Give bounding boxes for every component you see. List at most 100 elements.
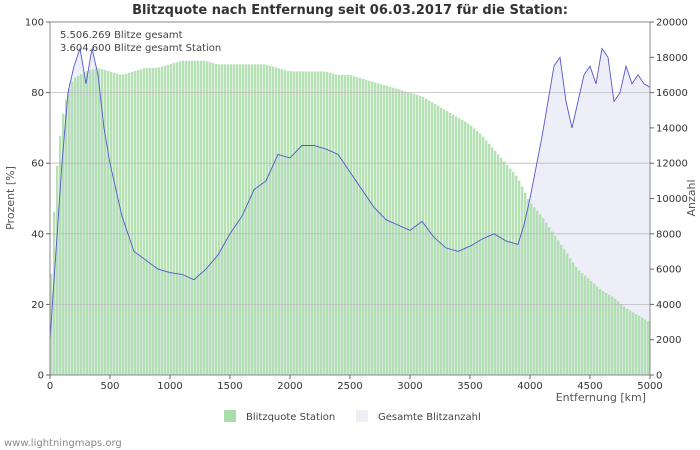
- bar: [497, 154, 500, 376]
- bar: [473, 128, 476, 375]
- bar: [104, 70, 107, 375]
- y-right-tick-label: 0: [656, 371, 662, 382]
- bar: [266, 64, 269, 376]
- bar: [395, 88, 398, 375]
- bar: [392, 87, 395, 375]
- bar: [482, 136, 485, 375]
- bar: [488, 143, 491, 375]
- bar: [389, 86, 392, 376]
- bar: [551, 231, 554, 375]
- bar: [386, 85, 389, 375]
- bar: [200, 60, 203, 375]
- bar: [647, 321, 650, 375]
- legend-label-quote: Blitzquote Station: [246, 412, 335, 423]
- bar: [101, 69, 104, 376]
- bar: [350, 75, 353, 375]
- bar: [449, 112, 452, 376]
- bar: [155, 67, 158, 375]
- bar: [470, 125, 473, 375]
- bar: [167, 64, 170, 376]
- bar: [302, 71, 305, 376]
- bar: [284, 70, 287, 375]
- bar: [626, 308, 629, 375]
- bar: [305, 71, 308, 376]
- bar: [518, 180, 521, 375]
- bar: [122, 74, 125, 375]
- bar: [296, 71, 299, 376]
- bar: [533, 207, 536, 375]
- y-axis-right-label: Anzahl: [685, 179, 698, 216]
- x-tick-label: 4500: [577, 381, 602, 392]
- y-right-tick-label: 14000: [656, 123, 688, 134]
- bar: [107, 70, 110, 375]
- bar: [152, 67, 155, 375]
- bar: [644, 319, 647, 375]
- bar: [527, 198, 530, 375]
- series-total-line: [49, 47, 651, 340]
- bar: [197, 60, 200, 375]
- bar: [629, 310, 632, 375]
- bar: [272, 66, 275, 375]
- bar: [224, 64, 227, 376]
- bar: [440, 107, 443, 375]
- bar: [89, 70, 92, 375]
- bar: [74, 77, 77, 375]
- bar: [134, 70, 137, 375]
- bar: [374, 82, 377, 375]
- bar: [290, 71, 293, 376]
- bar: [287, 70, 290, 375]
- bar: [173, 63, 176, 375]
- y-axis-left-label: Prozent [%]: [4, 166, 17, 230]
- bar: [230, 64, 233, 376]
- bar: [362, 78, 365, 376]
- bar: [554, 236, 557, 375]
- bar: [203, 60, 206, 375]
- bar: [209, 62, 212, 376]
- bar: [128, 72, 131, 376]
- bar: [317, 71, 320, 376]
- bar: [377, 83, 380, 375]
- bar: [131, 71, 134, 376]
- bar: [443, 109, 446, 376]
- legend-swatch-quote: [224, 410, 236, 422]
- bar: [641, 317, 644, 375]
- x-tick-label: 5000: [637, 381, 662, 392]
- y-left-tick-label: 0: [38, 371, 44, 382]
- x-tick-label: 3000: [397, 381, 422, 392]
- y-left-tick-label: 80: [31, 88, 44, 99]
- x-tick-label: 1000: [157, 381, 182, 392]
- bar: [95, 68, 98, 375]
- bar: [563, 249, 566, 375]
- bar: [242, 64, 245, 376]
- bar: [422, 97, 425, 375]
- bar: [479, 133, 482, 375]
- y-left-tick-label: 60: [31, 159, 44, 170]
- bar: [146, 67, 149, 375]
- y-right-tick-label: 2000: [656, 335, 681, 346]
- bar: [281, 69, 284, 376]
- y-right-tick-label: 20000: [656, 18, 688, 29]
- bar: [176, 62, 179, 376]
- bar: [461, 119, 464, 376]
- site-credit[interactable]: www.lightningmaps.org: [4, 438, 122, 449]
- y-left-tick-label: 100: [25, 18, 44, 29]
- x-tick-label: 4000: [517, 381, 542, 392]
- bar: [161, 66, 164, 375]
- bar: [359, 78, 362, 375]
- bar: [260, 64, 263, 376]
- bar: [254, 64, 257, 376]
- bar: [218, 64, 221, 376]
- bar: [215, 63, 218, 376]
- bar: [59, 135, 62, 375]
- bar: [188, 60, 191, 375]
- bar: [635, 314, 638, 375]
- bar: [86, 70, 89, 375]
- bar: [434, 104, 437, 375]
- bar: [620, 303, 623, 375]
- bar: [98, 68, 101, 375]
- bar: [599, 288, 602, 375]
- bar: [263, 64, 266, 376]
- bar: [248, 64, 251, 376]
- bar: [536, 210, 539, 375]
